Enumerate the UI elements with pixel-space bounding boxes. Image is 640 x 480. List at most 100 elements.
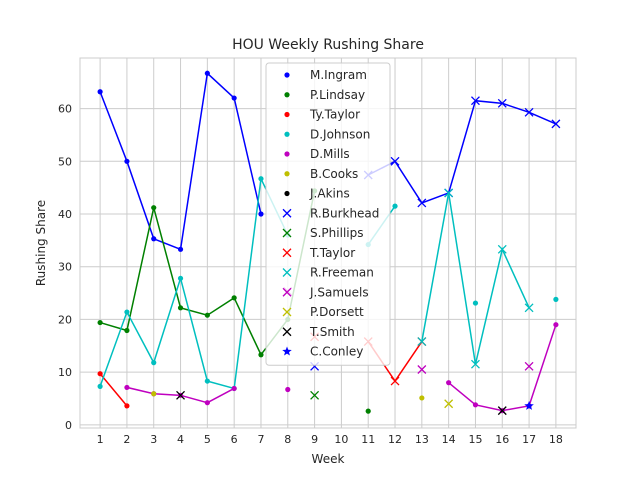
data-point-d-johnson [151,360,157,366]
x-tick-label: 15 [468,433,482,446]
data-point-t-taylor [390,376,400,386]
data-point-r-burkhead [417,198,427,208]
legend-label: R.Burkhead [310,206,379,220]
data-point-r-burkhead [390,156,400,166]
y-tick-label: 60 [58,103,72,116]
data-point-p-lindsay [97,319,103,326]
x-axis-label: Week [312,452,345,466]
data-point-p-lindsay [365,408,371,414]
series-b-cooks [151,391,425,401]
legend-marker [282,307,292,317]
data-point-r-freeman [470,359,480,369]
legend-marker [282,228,292,238]
data-point-d-mills [472,402,479,408]
x-tick-label: 10 [334,433,348,446]
x-tick-label: 14 [442,433,456,446]
data-point-b-cooks [419,395,425,401]
legend-label: Ty.Taylor [309,108,360,122]
series-s-phillips [310,390,320,400]
data-point-p-lindsay [231,295,237,301]
data-point-r-burkhead [524,107,534,117]
x-tick-label: 7 [257,433,264,446]
data-point-d-mills [231,385,237,392]
data-point-p-lindsay [258,352,264,358]
legend-label: P.Lindsay [310,88,365,102]
legend-label: T.Taylor [309,246,355,260]
y-tick-label: 0 [65,419,72,432]
legend-label: S.Phillips [310,226,363,240]
legend-label: P.Dorsett [310,305,364,319]
legend-marker [282,327,292,337]
legend-item-t-smith: T.Smith [282,325,355,339]
legend-item-j-samuels: J.Samuels [282,285,369,299]
y-tick-label: 30 [58,261,72,274]
x-tick-label: 4 [177,433,184,446]
data-point-r-freeman [444,188,454,198]
x-tick-label: 11 [361,433,375,446]
legend-marker [284,131,290,137]
x-tick-label: 1 [97,433,104,446]
legend-item-d-johnson: D.Johnson [284,127,370,141]
legend-item-j-akins: J.Akins [284,187,350,201]
legend-marker [284,72,290,78]
legend-label: B.Cooks [310,167,358,181]
y-tick-label: 40 [58,208,72,221]
legend-item-c-conley: C.Conley [282,345,363,359]
legend-marker [282,287,292,297]
x-tick-label: 5 [204,433,211,446]
data-point-r-burkhead [470,96,480,106]
legend-item-b-cooks: B.Cooks [284,167,358,181]
x-tick-label: 13 [415,433,429,446]
x-tick-label: 3 [150,433,157,446]
legend-marker [284,151,290,157]
x-tick-label: 18 [549,433,563,446]
legend-label: C.Conley [310,345,363,359]
x-tick-label: 8 [284,433,291,446]
legend-item-r-freeman: R.Freeman [282,266,374,280]
data-point-p-lindsay [151,205,157,211]
legend-item-p-dorsett: P.Dorsett [282,305,364,319]
data-point-d-johnson [204,378,210,384]
series-layer [97,70,561,416]
legend-marker [282,248,292,258]
series-t-smith [176,390,507,416]
series-line-d-johnson [99,176,289,390]
data-point-j-samuels [417,365,427,374]
legend-box [265,62,391,366]
data-point-s-phillips [310,390,320,400]
data-point-j-samuels [524,361,534,371]
data-point-p-lindsay [204,312,210,318]
data-point-d-mills [124,384,130,391]
series-ty-taylor [97,371,130,409]
data-point-d-johnson [124,309,130,315]
series-line-ty-taylor [99,373,128,407]
x-tick-label: 12 [388,433,402,446]
data-point-t-smith [497,406,507,416]
plot-frame [79,57,577,429]
legend-marker [284,171,290,177]
legend-marker [284,111,290,118]
y-axis-label: Rushing Share [34,200,48,286]
data-point-d-johnson [177,275,184,281]
y-tick-label: 20 [58,313,72,326]
series-c-conley [524,400,534,410]
x-tick-label: 9 [311,433,318,446]
legend-marker [282,208,292,218]
legend-marker [282,268,292,277]
x-tick-label: 6 [231,433,238,446]
data-point-m-ingram [204,70,210,76]
data-point-b-cooks [151,391,157,397]
data-point-d-johnson [472,300,479,306]
series-line-r-burkhead [367,99,557,204]
legend-marker [284,190,290,197]
data-point-d-mills [553,322,559,328]
y-tick-label: 10 [58,366,72,379]
legend-label: M.Ingram [310,68,367,82]
data-point-ty-taylor [124,403,130,409]
legend-marker [282,346,292,356]
data-point-m-ingram [97,89,103,95]
data-point-p-lindsay [124,327,130,334]
data-point-ty-taylor [97,371,103,377]
data-point-m-ingram [177,246,184,252]
